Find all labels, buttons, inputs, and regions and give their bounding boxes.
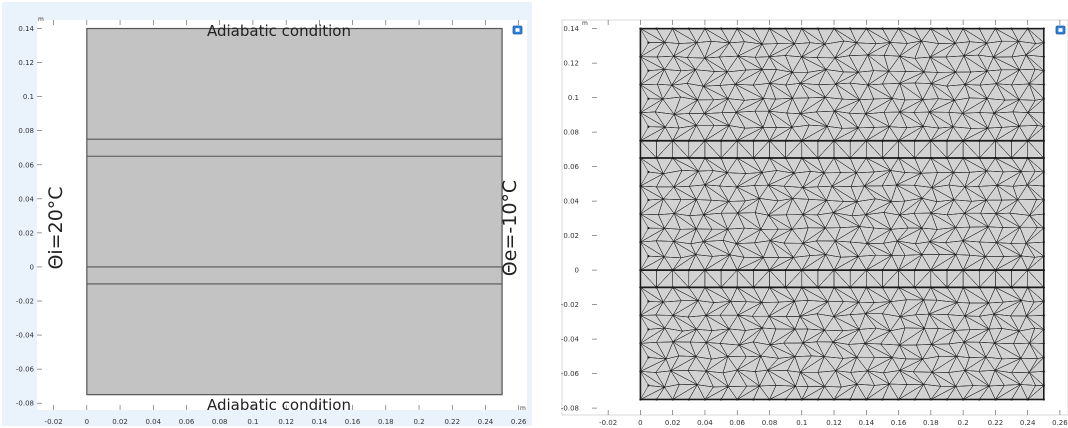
mesh-node xyxy=(647,69,650,72)
y-tick-label: -0.02 xyxy=(16,298,34,306)
mesh-panel: -0.02 0 0.02 0.04 0.06 0.08 0.1 0.12 0.14 0.16 0.1… xyxy=(534,0,1068,428)
y-tick-label: -0.04 xyxy=(16,332,35,340)
geometry-panel: -0.02 0 0.02 0.04 0.06 0.08 0.1 0.12 0.14 0.16 0.1… xyxy=(2,2,532,426)
y-tick-label: -0.04 xyxy=(561,336,580,344)
x-tick-label: 0.24 xyxy=(478,418,494,426)
mesh-axes: -0.02 0 0.02 0.04 0.06 0.08 0.1 0.12 0.14 0.16 0.1… xyxy=(561,20,1068,427)
geometry-domain xyxy=(86,27,503,396)
mesh-node xyxy=(647,198,650,202)
x-tick-label: 0.14 xyxy=(859,419,875,427)
outside-temperature-label: Θe=-10°C xyxy=(499,180,521,276)
x-tick-label: 0.26 xyxy=(511,418,527,426)
y-tick-label: 0.1 xyxy=(568,94,579,102)
mesh-node xyxy=(647,41,650,44)
x-tick-label: 0.26 xyxy=(1052,419,1068,427)
x-tick-label: 0.04 xyxy=(697,419,713,427)
mesh-node xyxy=(647,226,650,230)
x-tick-label: 0 xyxy=(638,419,642,427)
x-tick-label: 0.12 xyxy=(278,418,294,426)
zoom-extents-icon[interactable] xyxy=(1055,25,1066,35)
bottom-boundary-label: Adiabatic condition xyxy=(207,396,351,414)
y-tick-label: 0.08 xyxy=(563,129,579,137)
mesh-node xyxy=(647,328,650,331)
mesh-node xyxy=(647,97,650,100)
y-tick-label: 0.08 xyxy=(18,127,34,135)
mesh-domain xyxy=(639,27,1045,401)
mesh-node xyxy=(647,125,650,128)
y-axis-unit: m xyxy=(38,16,44,23)
y-tick-label: -0.08 xyxy=(561,405,579,413)
y-tick-label: 0.02 xyxy=(563,232,579,240)
x-tick-label: -0.02 xyxy=(599,419,617,427)
x-tick-label: 0.1 xyxy=(796,419,807,427)
x-axis-unit: m xyxy=(520,405,526,412)
x-tick-label: 0.16 xyxy=(345,418,361,426)
mesh-boundary xyxy=(639,27,1045,401)
x-tick-label: 0.2 xyxy=(958,419,969,427)
x-tick-label: 0.06 xyxy=(729,419,745,427)
x-tick-label: 0 xyxy=(85,418,89,426)
mesh-node xyxy=(647,384,650,387)
mesh-plot: -0.02 0 0.02 0.04 0.06 0.08 0.1 0.12 0.14 0.16 0.1… xyxy=(561,19,1068,427)
y-tick-label: 0 xyxy=(575,267,579,275)
x-tick-label: 0.24 xyxy=(1020,419,1036,427)
geometry-plot: -0.02 0 0.02 0.04 0.06 0.08 0.1 0.12 0.14 0.16 0.1… xyxy=(2,2,532,426)
y-tick-label: 0.04 xyxy=(18,195,34,203)
x-tick-label: 0.06 xyxy=(179,418,195,426)
inside-temperature-label: Θi=20°C xyxy=(45,186,67,269)
mesh-node xyxy=(647,170,650,174)
y-tick-label: 0.06 xyxy=(563,163,579,171)
x-tick-label: 0.1 xyxy=(247,418,258,426)
y-tick-label: 0.1 xyxy=(23,93,34,101)
x-tick-label: 0.08 xyxy=(212,418,228,426)
x-tick-label: 0.18 xyxy=(378,418,394,426)
y-tick-label: 0.02 xyxy=(18,229,34,237)
x-tick-label: 0.02 xyxy=(665,419,681,427)
y-tick-label: 0.14 xyxy=(18,25,34,33)
y-tick-label: -0.06 xyxy=(16,366,35,374)
x-tick-label: 0.22 xyxy=(988,419,1004,427)
wall-domain xyxy=(86,27,503,396)
x-tick-label: 0.2 xyxy=(413,418,424,426)
x-tick-label: 0.04 xyxy=(145,418,161,426)
y-tick-label: 0.12 xyxy=(18,59,34,67)
y-tick-label: 0.04 xyxy=(563,198,579,206)
zoom-extents-icon[interactable] xyxy=(512,25,523,35)
y-tick-label: -0.02 xyxy=(561,301,579,309)
y-tick-label: 0 xyxy=(30,263,34,271)
x-tick-label: 0.08 xyxy=(762,419,778,427)
y-tick-label: -0.06 xyxy=(561,370,580,378)
x-tick-label: -0.02 xyxy=(45,418,63,426)
mesh-node xyxy=(647,356,650,359)
top-boundary-label: Adiabatic condition xyxy=(207,22,351,40)
x-tick-label: 0.18 xyxy=(923,419,939,427)
geometry-axes: -0.02 0 0.02 0.04 0.06 0.08 0.1 0.12 0.14 0.16 0.1… xyxy=(16,20,527,426)
y-tick-label: 0.14 xyxy=(563,25,579,33)
x-tick-label: 0.02 xyxy=(112,418,128,426)
x-tick-label: 0.12 xyxy=(826,419,842,427)
x-tick-label: 0.14 xyxy=(312,418,328,426)
y-tick-label: -0.08 xyxy=(16,400,34,408)
mesh-node xyxy=(647,300,650,303)
y-tick-label: 0.06 xyxy=(18,161,34,169)
y-axis-unit: m xyxy=(582,20,588,27)
x-tick-label: 0.16 xyxy=(891,419,907,427)
x-tick-label: 0.22 xyxy=(444,418,460,426)
y-tick-label: 0.12 xyxy=(563,60,579,68)
mesh-node xyxy=(647,254,650,258)
